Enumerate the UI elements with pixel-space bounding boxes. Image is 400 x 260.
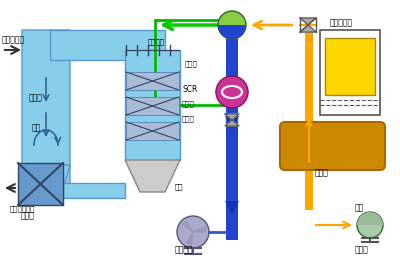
Wedge shape: [357, 212, 383, 225]
Text: 省煤器: 省煤器: [29, 93, 43, 102]
Text: 喷氨格栅: 喷氨格栅: [148, 38, 165, 45]
Polygon shape: [193, 226, 206, 232]
Circle shape: [216, 76, 248, 108]
FancyBboxPatch shape: [280, 122, 385, 170]
FancyBboxPatch shape: [320, 30, 380, 115]
Text: 液氨: 液氨: [355, 203, 364, 212]
Text: 卸氨泵: 卸氨泵: [355, 245, 369, 254]
Circle shape: [218, 11, 246, 39]
Polygon shape: [22, 30, 70, 185]
FancyBboxPatch shape: [18, 163, 63, 205]
Text: 整流罩: 整流罩: [185, 60, 198, 67]
Text: 烟气: 烟气: [31, 123, 41, 132]
Polygon shape: [300, 18, 316, 32]
Circle shape: [357, 212, 383, 238]
Text: 储氨罐: 储氨罐: [315, 168, 329, 177]
FancyBboxPatch shape: [126, 97, 179, 115]
FancyBboxPatch shape: [305, 30, 313, 210]
Text: 灰斗: 灰斗: [175, 183, 184, 190]
Text: 空预暮: 空预暮: [21, 211, 35, 220]
FancyBboxPatch shape: [226, 132, 238, 240]
FancyBboxPatch shape: [325, 38, 375, 95]
Text: SCR: SCR: [182, 85, 197, 94]
Polygon shape: [225, 116, 239, 130]
Text: 反应器: 反应器: [182, 100, 195, 107]
Text: 催化剂: 催化剂: [182, 115, 195, 122]
Text: 稀释风机: 稀释风机: [175, 245, 194, 254]
Polygon shape: [225, 114, 239, 126]
Text: 气氨发生器: 气氨发生器: [330, 18, 353, 27]
Text: 烟气去除尘器: 烟气去除尘器: [10, 205, 36, 212]
Polygon shape: [182, 222, 193, 232]
FancyBboxPatch shape: [125, 50, 180, 160]
Wedge shape: [218, 25, 246, 39]
Polygon shape: [125, 160, 180, 192]
Text: 锅炉未烟气: 锅炉未烟气: [2, 35, 25, 44]
Circle shape: [177, 216, 209, 248]
FancyBboxPatch shape: [63, 183, 125, 198]
FancyBboxPatch shape: [226, 20, 238, 240]
FancyBboxPatch shape: [126, 122, 179, 140]
Polygon shape: [187, 232, 193, 246]
Polygon shape: [22, 165, 70, 200]
FancyBboxPatch shape: [50, 30, 165, 60]
FancyBboxPatch shape: [126, 72, 179, 90]
Polygon shape: [225, 201, 239, 215]
